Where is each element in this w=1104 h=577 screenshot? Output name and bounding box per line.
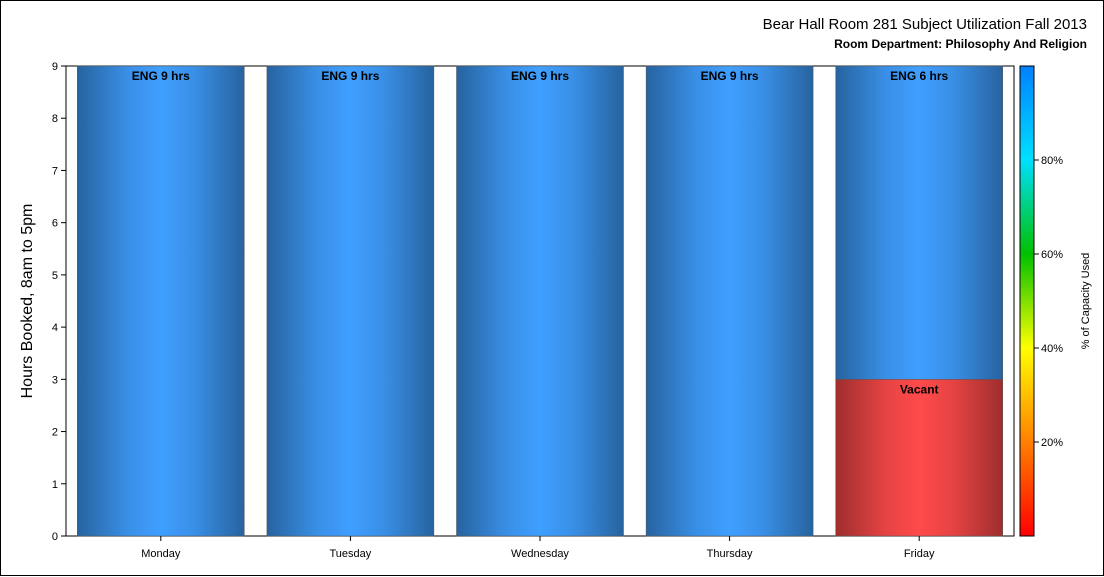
colorbar-label: % of Capacity Used [1080,253,1092,350]
y-tick-label: 6 [52,218,58,230]
x-tick-label: Wednesday [511,548,569,560]
y-tick-label: 0 [52,531,58,543]
chart-subtitle: Room Department: Philosophy And Religion [834,37,1087,51]
y-tick-label: 3 [52,374,58,386]
x-tick-label: Monday [141,548,181,560]
colorbar-ramp [1019,65,1035,537]
colorbar-tick-label: 20% [1041,437,1063,449]
y-tick-label: 1 [52,479,58,491]
bar-segment [835,379,1003,537]
y-tick-label: 4 [52,322,58,334]
y-tick-label: 2 [52,427,58,439]
bar-segment [835,65,1003,380]
y-tick-label: 5 [52,270,58,282]
x-tick-label: Thursday [707,548,753,560]
y-tick-label: 8 [52,113,58,125]
colorbar-tick-label: 80% [1041,155,1063,167]
colorbar-tick-label: 60% [1041,249,1063,261]
chart-title: Bear Hall Room 281 Subject Utilization F… [763,16,1087,33]
colorbar-tick-label: 40% [1041,343,1063,355]
y-axis-label: Hours Booked, 8am to 5pm [19,204,36,399]
bar-segment [645,65,814,537]
bar-label: Vacant [900,382,939,396]
bar-segment [456,65,624,537]
x-tick-label: Tuesday [330,548,372,560]
x-tick-label: Friday [904,548,935,560]
bar-label: ENG 9 hrs [511,69,569,83]
bar-segment [266,65,435,537]
plot-area: 0 1 2 3 4 5 6 7 8 9 ENG 9 hrs Monday ENG 9 hrs Tuesda… [52,61,1015,560]
bar-label: ENG 9 hrs [132,69,190,83]
y-tick-label: 7 [52,165,58,177]
y-tick-label: 9 [52,61,58,73]
bar-segment [77,65,245,537]
bar-label: ENG 6 hrs [890,69,948,83]
bar-label: ENG 9 hrs [321,69,379,83]
colorbar: 20% 40% 60% 80% [1019,65,1063,537]
bar-label: ENG 9 hrs [701,69,759,83]
